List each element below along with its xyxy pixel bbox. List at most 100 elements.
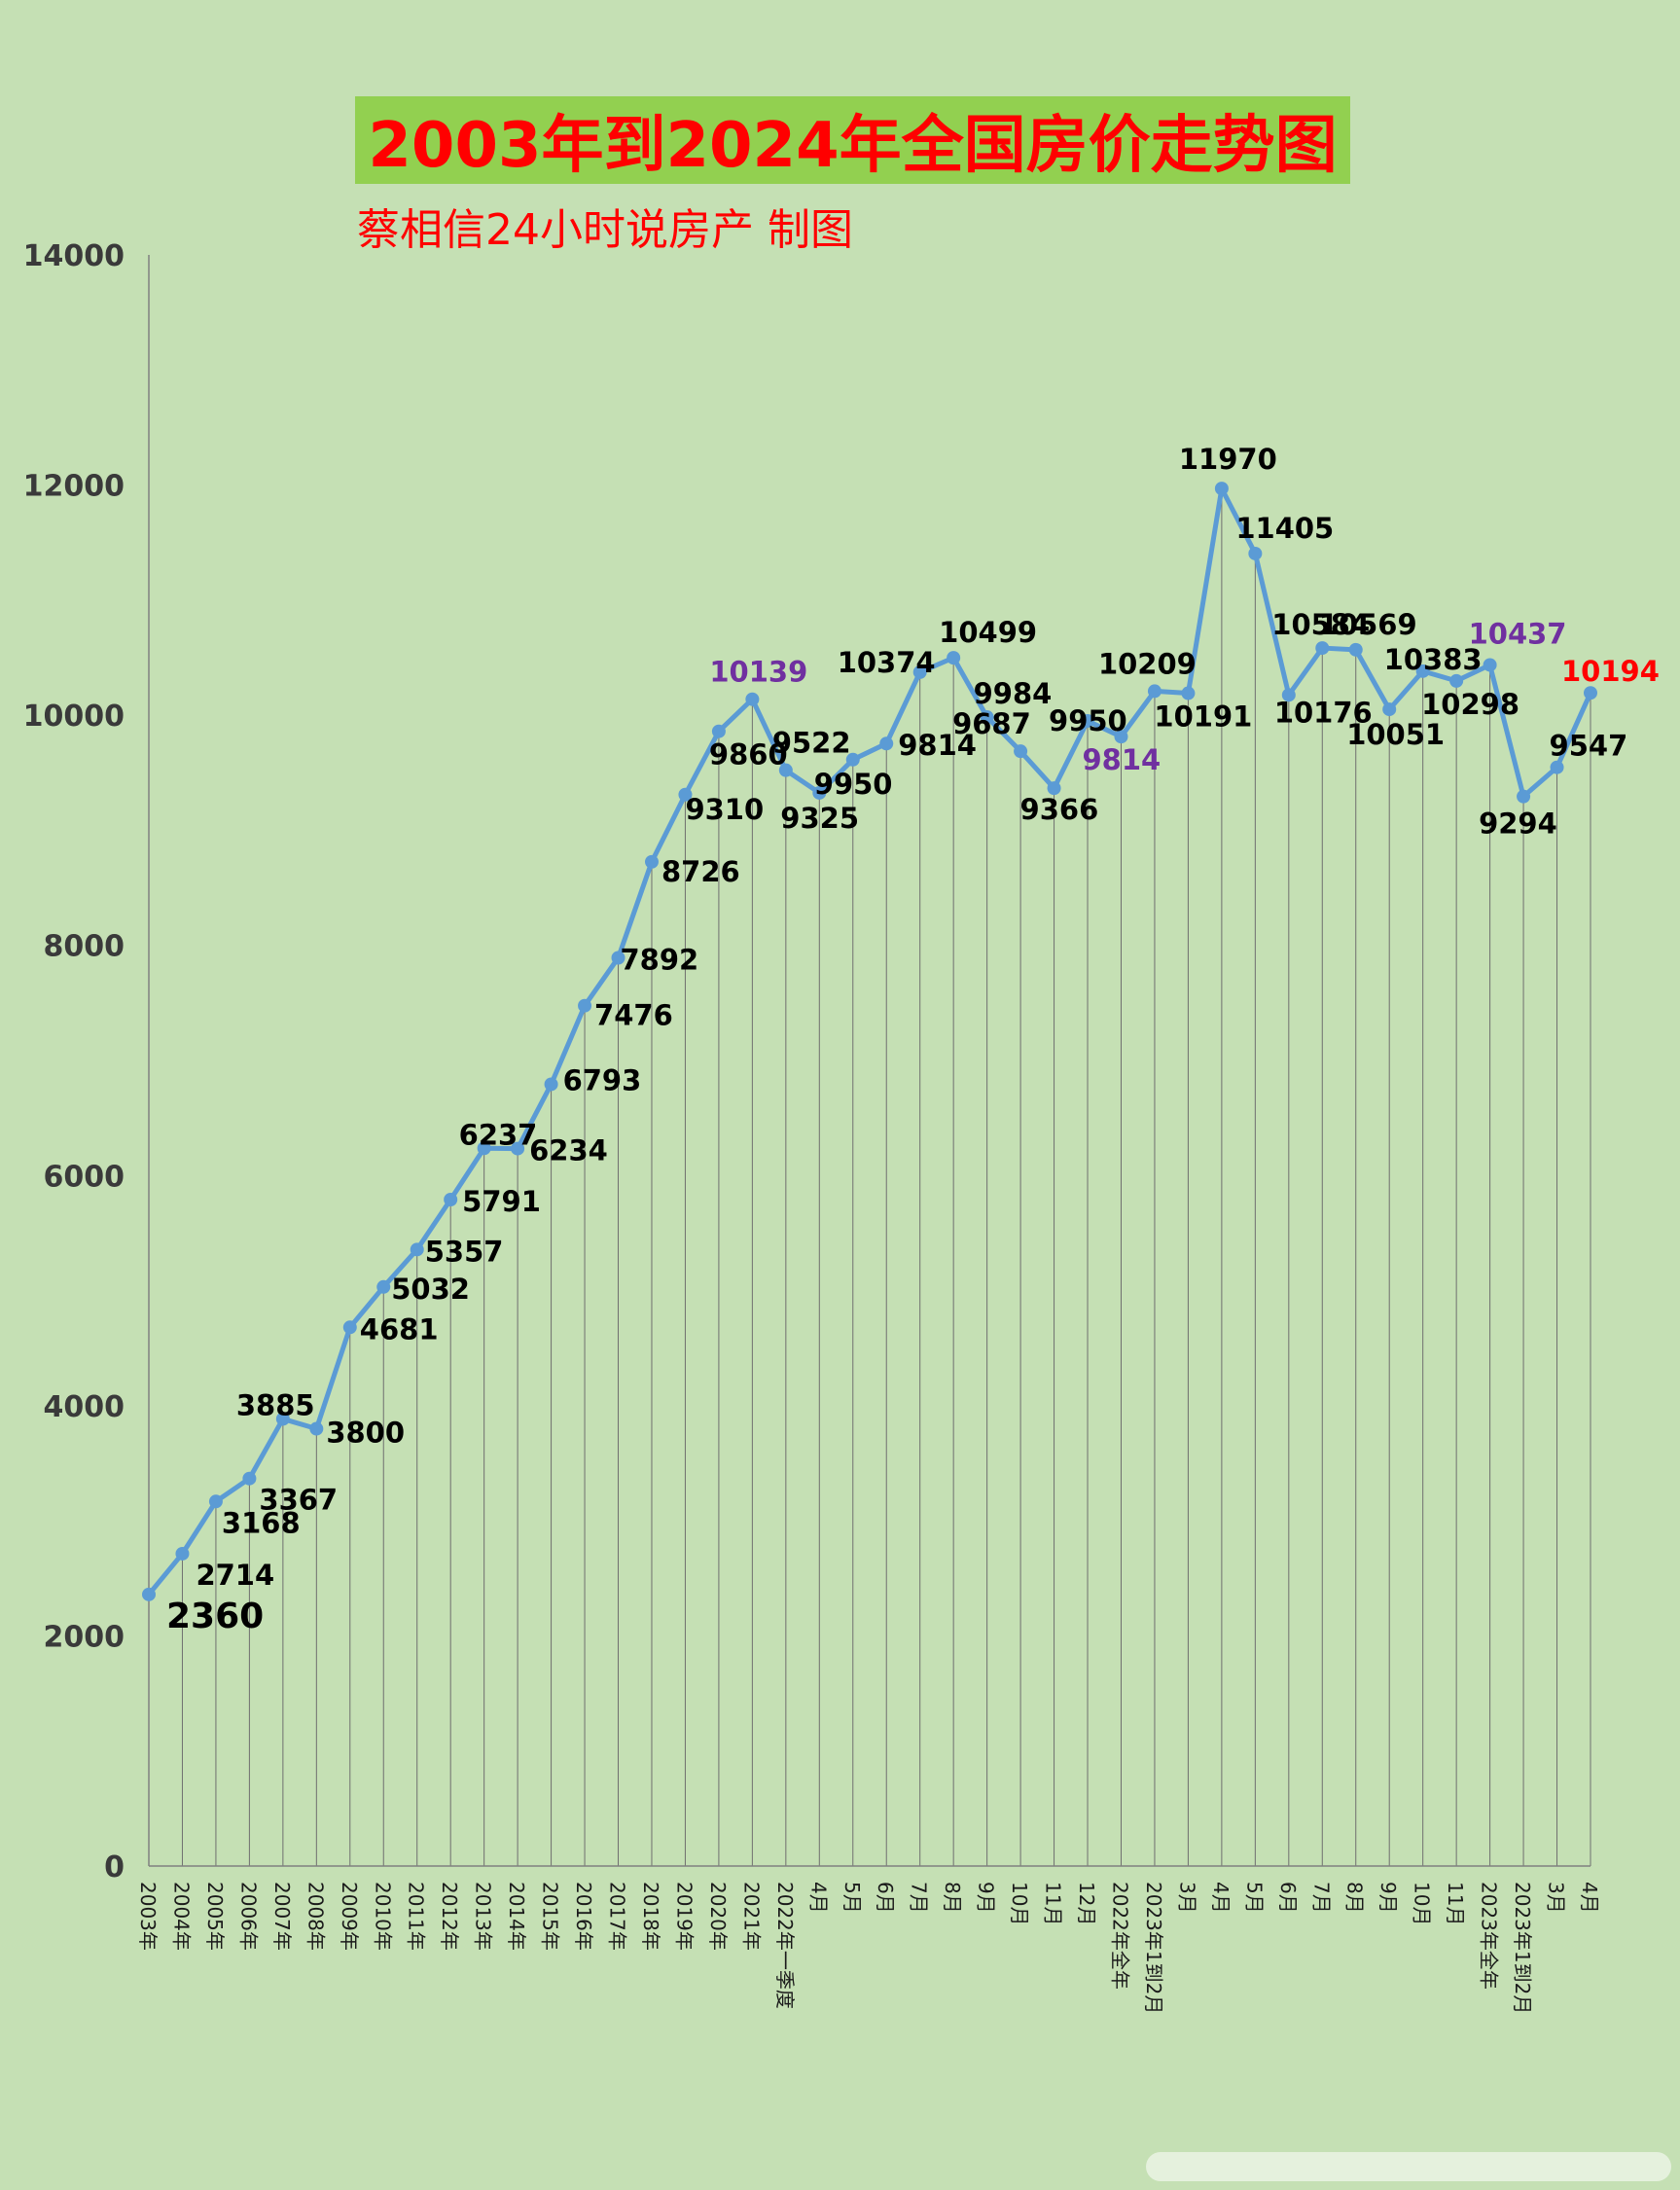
data-label: 10499 (939, 616, 1037, 649)
x-tick-label: 2018年 (639, 1882, 662, 1951)
data-label: 10298 (1421, 688, 1519, 721)
data-point (242, 1471, 257, 1486)
x-tick-label: 2004年 (169, 1882, 193, 1951)
data-label: 9814 (1082, 743, 1161, 776)
data-label: 7476 (594, 999, 673, 1032)
data-label: 9950 (814, 768, 893, 801)
x-tick-label: 2009年 (338, 1882, 361, 1951)
x-tick-label: 2006年 (236, 1882, 260, 1951)
x-tick-label: 2010年 (371, 1882, 394, 1951)
data-point (477, 1141, 491, 1156)
data-label: 10569 (1319, 608, 1417, 641)
data-point (1014, 744, 1028, 759)
data-label: 2714 (196, 1559, 274, 1592)
y-tick-label: 14000 (23, 239, 125, 273)
x-tick-label: 10月 (1008, 1882, 1031, 1925)
y-tick-label: 12000 (23, 470, 125, 504)
data-point (947, 651, 961, 665)
watermark-bar (1146, 2152, 1671, 2181)
x-tick-label: 2023年全年 (1478, 1882, 1501, 1990)
x-tick-label: 2023年1到2月 (1142, 1882, 1165, 2014)
data-point (1517, 789, 1531, 804)
data-label: 10209 (1098, 647, 1197, 680)
data-point (511, 1141, 525, 1156)
data-point (578, 998, 592, 1013)
data-point (444, 1193, 458, 1207)
data-point (544, 1077, 558, 1092)
data-label: 3885 (236, 1388, 315, 1421)
x-tick-label: 2014年 (505, 1882, 528, 1951)
y-tick-label: 8000 (44, 930, 125, 964)
x-tick-label: 2020年 (706, 1882, 730, 1951)
x-tick-label: 3月 (1545, 1882, 1568, 1914)
x-tick-label: 5月 (1242, 1882, 1266, 1914)
x-tick-label: 9月 (975, 1882, 998, 1914)
y-tick-label: 0 (104, 1850, 125, 1885)
x-tick-label: 11月 (1444, 1882, 1467, 1925)
data-label: 9687 (952, 707, 1031, 740)
data-point (1382, 702, 1397, 717)
data-point (1584, 686, 1597, 700)
data-point (644, 854, 659, 869)
data-point (175, 1546, 190, 1561)
data-label: 3367 (259, 1484, 338, 1517)
data-label: 9984 (974, 677, 1053, 710)
x-tick-label: 2016年 (572, 1882, 595, 1951)
data-point (1483, 658, 1497, 672)
data-label: 9522 (772, 727, 851, 760)
data-label: 11405 (1235, 512, 1334, 545)
data-point (1248, 546, 1263, 560)
data-point (342, 1320, 357, 1335)
data-label: 3168 (222, 1506, 301, 1539)
data-point (912, 664, 927, 679)
data-label: 6237 (459, 1118, 538, 1151)
data-point (376, 1279, 391, 1294)
x-tick-label: 2003年 (136, 1882, 160, 1951)
data-label: 9294 (1479, 808, 1557, 841)
data-point (1281, 688, 1296, 702)
data-label: 7892 (621, 943, 699, 976)
data-label: 9860 (709, 738, 788, 772)
x-tick-label: 8月 (1343, 1882, 1367, 1914)
data-point (1181, 686, 1196, 700)
x-tick-label: 2011年 (405, 1882, 428, 1951)
data-label: 6234 (529, 1134, 608, 1167)
data-label: 2360 (166, 1597, 264, 1636)
x-tick-label: 9月 (1376, 1882, 1400, 1914)
data-label: 6793 (563, 1063, 642, 1096)
x-tick-label: 2017年 (606, 1882, 629, 1951)
x-tick-label: 2022年全年 (1108, 1882, 1131, 1990)
data-point (142, 1587, 156, 1601)
y-tick-label: 6000 (44, 1160, 125, 1194)
data-point (1550, 760, 1564, 774)
data-point (678, 787, 693, 802)
x-tick-label: 11月 (1042, 1882, 1065, 1925)
data-label: 9814 (898, 729, 977, 762)
data-label: 10176 (1274, 696, 1373, 729)
data-label: 5791 (462, 1185, 541, 1218)
x-tick-label: 2013年 (472, 1882, 495, 1951)
data-point (1415, 664, 1430, 678)
x-tick-label: 2015年 (539, 1882, 562, 1951)
x-tick-label: 8月 (941, 1882, 964, 1914)
data-point (275, 1412, 290, 1426)
x-tick-label: 4月 (1209, 1882, 1233, 1914)
data-point (309, 1421, 324, 1436)
data-point (879, 736, 894, 751)
data-point (845, 752, 860, 767)
data-label: 11970 (1179, 443, 1277, 476)
data-point (1214, 482, 1229, 496)
data-point (1315, 641, 1330, 656)
data-label: 9310 (685, 793, 764, 826)
data-label: 10584 (1271, 608, 1370, 641)
data-point (208, 1494, 223, 1509)
y-tick-label: 2000 (44, 1620, 125, 1654)
data-label: 10194 (1561, 655, 1660, 688)
data-label: 9325 (780, 802, 859, 835)
data-label: 10191 (1154, 700, 1252, 734)
data-point (1147, 684, 1162, 699)
data-point (745, 692, 760, 706)
data-point (711, 724, 726, 738)
